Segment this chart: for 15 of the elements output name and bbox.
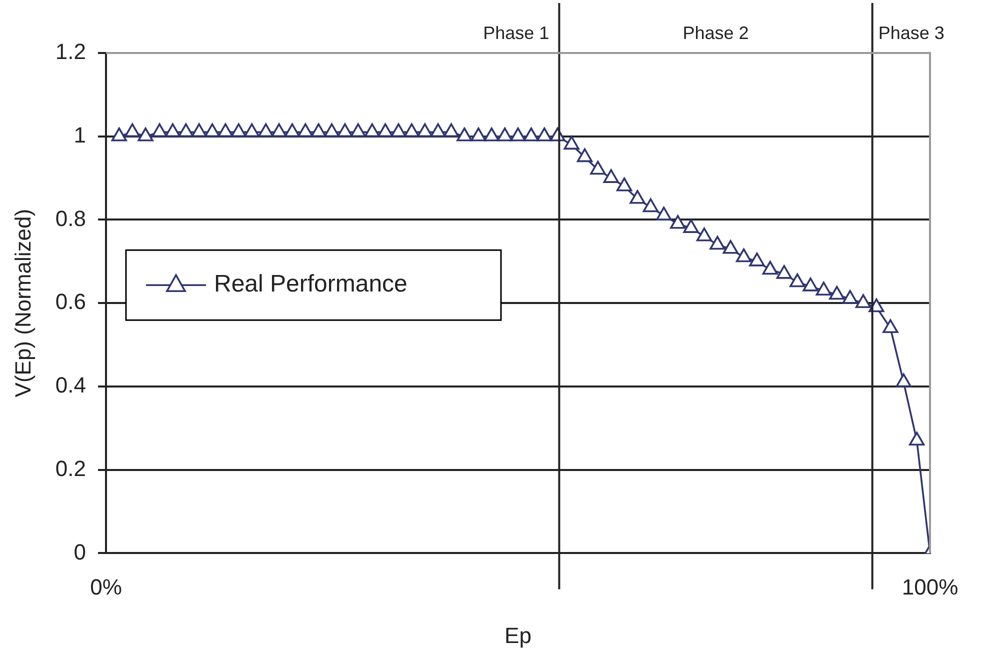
y-tick-label: 0 <box>74 539 86 564</box>
text: Phase 1 <box>483 22 550 43</box>
y-tick-label: 0.8 <box>55 206 86 231</box>
y-tick-label: 0.6 <box>55 289 86 314</box>
y-tick-label: 0.4 <box>55 372 86 398</box>
y-axis-title: V(Ep) (Normalized) <box>10 208 36 398</box>
y-tick-label: 1 <box>74 122 86 148</box>
y-tick-label: 1.2 <box>55 39 86 64</box>
x-tick-label: 0% <box>90 574 122 600</box>
text: Phase 3 <box>878 22 944 43</box>
y-tick-label: 0.2 <box>55 456 86 481</box>
legend-label: Real Performance <box>214 270 408 298</box>
x-axis-title: Ep <box>504 622 532 648</box>
text: Phase 2 <box>682 22 749 43</box>
x-tick-label: 100% <box>902 574 958 600</box>
